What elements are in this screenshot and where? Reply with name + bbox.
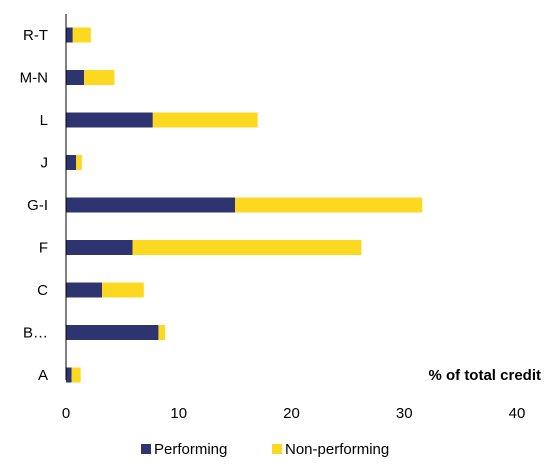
x-tick-labels: 0 10 20 30 40 [62,405,526,422]
legend-label: Non-performing [285,441,389,458]
legend: Performing Non-performing [141,441,389,458]
x-tick-label: 40 [509,405,526,422]
category-label: L [40,112,48,129]
legend-label: Performing [154,441,227,458]
category-label: F [39,240,48,257]
bar-performing [66,155,77,170]
bar-non-performing [76,155,82,170]
category-label: R-T [23,27,48,44]
category-label: C [37,282,48,299]
bar-non-performing [102,282,144,298]
x-tick-label: 0 [62,405,70,422]
bar-non-performing [235,197,423,213]
category-labels: R-T M-N L J G-I F C B… A [20,27,48,384]
bar-performing [66,70,85,85]
bar-performing [66,325,159,340]
bar-non-performing [158,325,166,340]
legend-swatch [272,444,282,454]
category-label: B… [23,325,48,342]
bar-non-performing [152,112,258,128]
category-label: A [38,367,48,384]
bar-non-performing [72,27,91,43]
category-label: G-I [27,197,48,214]
category-label: J [41,155,49,172]
x-tick-label: 30 [396,405,413,422]
x-tick-label: 10 [170,405,187,422]
bars-layer [66,27,423,383]
bar-performing [66,367,72,383]
bar-performing [66,197,236,213]
bar-non-performing [71,367,81,383]
bar-performing [66,112,153,128]
bar-non-performing [132,240,362,255]
bar-performing [66,282,103,298]
bar-performing [66,240,133,255]
x-axis-title: % of total credit [428,367,541,384]
category-label: M-N [20,70,48,87]
bar-performing [66,27,73,43]
legend-swatch [141,444,151,454]
bar-non-performing [84,70,115,85]
x-tick-label: 20 [283,405,300,422]
